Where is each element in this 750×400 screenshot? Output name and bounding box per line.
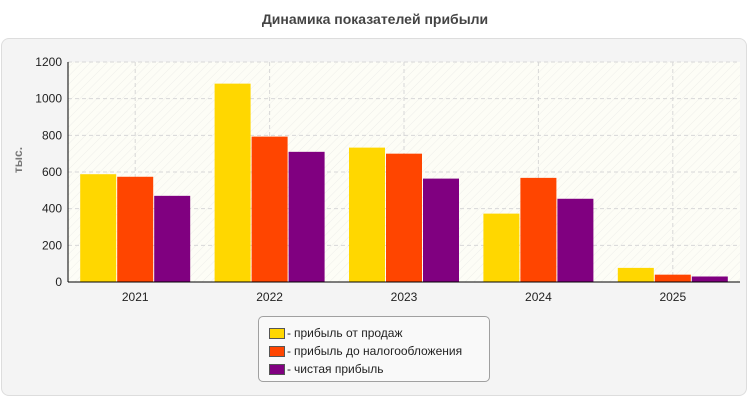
legend-item-net-profit: - чистая прибыль <box>269 360 489 378</box>
y-axis-label: тыс. <box>11 147 25 173</box>
y-tick-label: 200 <box>42 238 62 252</box>
chart-title: Динамика показателей прибыли <box>261 11 489 27</box>
bar <box>251 136 288 282</box>
bar <box>654 274 691 282</box>
y-tick-label: 400 <box>42 202 62 216</box>
legend-swatch <box>269 363 285 375</box>
legend-swatch <box>269 345 285 357</box>
y-tick-labels: 0 200 400 600 800 1000 1200 <box>35 55 62 289</box>
legend-prefix: - <box>287 362 291 376</box>
bar <box>557 198 594 282</box>
bar <box>386 153 422 282</box>
x-tick-label: 2023 <box>391 290 418 304</box>
y-tick-label: 1000 <box>35 92 62 106</box>
x-tick-label: 2021 <box>122 290 149 304</box>
legend-prefix: - <box>287 326 291 340</box>
x-tick-label: 2022 <box>256 290 283 304</box>
legend-label: чистая прибыль <box>294 362 384 376</box>
legend: - прибыль от продаж - прибыль до налогоо… <box>258 316 490 382</box>
legend-label: прибыль от продаж <box>294 326 403 340</box>
y-tick-label: 1200 <box>35 55 62 69</box>
bar <box>117 176 154 282</box>
bar <box>349 147 385 282</box>
axes <box>67 62 740 283</box>
legend-swatch <box>269 327 285 339</box>
legend-label: прибыль до налогообложения <box>294 344 463 358</box>
y-tick-label: 600 <box>42 165 62 179</box>
x-tick-label: 2024 <box>525 290 552 304</box>
bar <box>80 174 117 282</box>
legend-item-sales-profit: - прибыль от продаж <box>269 324 489 342</box>
bar <box>691 276 728 282</box>
bar <box>520 177 557 282</box>
bar <box>288 151 325 282</box>
x-tick-labels: 2021 2022 2023 2024 2025 <box>122 290 687 304</box>
bars <box>80 83 728 282</box>
bar <box>423 178 459 282</box>
legend-item-pretax-profit: - прибыль до налогообложения <box>269 342 489 360</box>
bar <box>483 213 520 282</box>
legend-prefix: - <box>287 344 291 358</box>
bar <box>617 267 654 282</box>
y-tick-label: 800 <box>42 128 62 142</box>
bar <box>214 83 251 282</box>
bar <box>154 195 191 282</box>
y-tick-label: 0 <box>55 275 62 289</box>
x-tick-label: 2025 <box>659 290 686 304</box>
